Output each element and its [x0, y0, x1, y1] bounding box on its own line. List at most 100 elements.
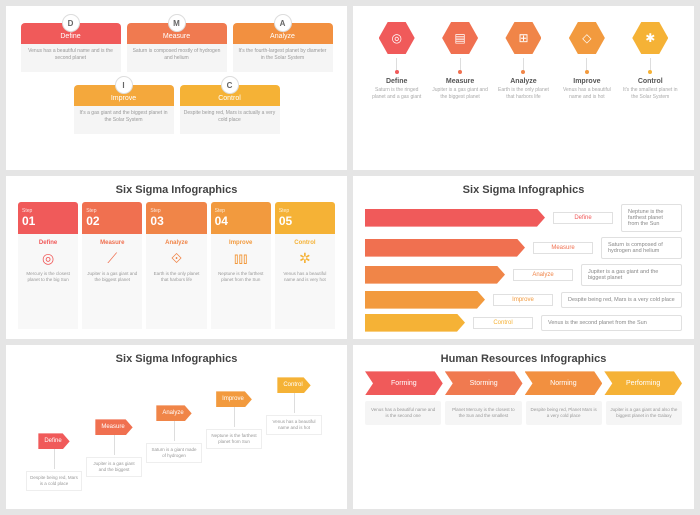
connector-line: [174, 421, 175, 441]
hex-label: Improve: [573, 78, 600, 85]
slide-hr-chevrons: Human Resources Infographics FormingStor…: [353, 345, 694, 509]
step-head: Step 02: [82, 202, 142, 234]
connector-line: [234, 407, 235, 427]
hex-label: Control: [638, 78, 663, 85]
step-name: Improve: [229, 240, 252, 246]
slide-title: Six Sigma Infographics: [365, 184, 682, 196]
hex-label: Analyze: [510, 78, 536, 85]
hr-chevron: Norming: [525, 371, 603, 395]
hexagon-icon: ◇: [569, 22, 605, 54]
arrow-desc: Saturn is composed of hydrogen and heliu…: [601, 237, 682, 259]
step-label: Step: [22, 208, 74, 214]
hr-chevron: Forming: [365, 371, 443, 395]
step-name: Define: [39, 240, 57, 246]
connector-line: [460, 58, 461, 70]
arrow-row: Control Venus is the second planet from …: [365, 314, 682, 332]
slide-step-cards: Six Sigma Infographics Step 01 Define ◎ …: [6, 176, 347, 340]
stair-desc: Venus has a beautiful name and is hot: [266, 415, 322, 435]
connector-line: [114, 435, 115, 455]
stair-step: Analyze Saturn is a giant made of hydrog…: [146, 405, 202, 463]
stair-bar: Control: [277, 377, 310, 393]
hex-item: ◇ Improve Venus has a beautiful name and…: [558, 22, 615, 100]
step-body: Improve ⫾⫾⫾ Neptune is the farthest plan…: [211, 234, 271, 330]
hex-desc: Jupiter is a gas giant and the biggest p…: [432, 87, 489, 100]
arrow-label: Measure: [533, 242, 593, 254]
step-head: Step 04: [211, 202, 271, 234]
stair-desc: Jupiter is a gas giant and the biggest: [86, 457, 142, 477]
step-number: 04: [215, 214, 267, 228]
stair-step: Improve Neptune is the farthest planet f…: [206, 391, 262, 449]
hr-chevron: Storming: [445, 371, 523, 395]
arrow-bar: [365, 314, 465, 332]
arrow-label: Analyze: [513, 269, 573, 281]
arrow-label: Define: [553, 212, 613, 224]
step-card: Step 04 Improve ⫾⫾⫾ Neptune is the farth…: [211, 202, 271, 330]
dmaic-letter: I: [115, 76, 133, 94]
step-card: Step 01 Define ◎ Mercury is the closest …: [18, 202, 78, 330]
step-number: 05: [279, 214, 331, 228]
dmaic-desc: It's the fourth-largest planet by diamet…: [233, 44, 333, 72]
arrow-bar: [365, 239, 525, 257]
dmaic-desc: Despite being red, Mars is actually a ve…: [180, 106, 280, 134]
hexagon-icon: ▤: [442, 22, 478, 54]
step-icon: ◎: [42, 250, 54, 267]
step-body: Analyze ⟐ Earth is the only planet that …: [146, 234, 206, 330]
stair-bar: Define: [38, 433, 69, 449]
hex-item: ▤ Measure Jupiter is a gas giant and the…: [432, 22, 489, 100]
dmaic-desc: Venus has a beautiful name and is the se…: [21, 44, 121, 72]
hex-desc: It's the smallest planet in the Solar Sy…: [622, 87, 679, 100]
hexagon-icon: ✱: [632, 22, 668, 54]
step-name: Analyze: [165, 240, 188, 246]
hexagon-icon: ◎: [379, 22, 415, 54]
step-number: 02: [86, 214, 138, 228]
step-desc: Venus has a beautiful name and is very h…: [279, 271, 331, 283]
arrow-row: Define Neptune is the farthest planet fr…: [365, 204, 682, 232]
hexagon-icon: ⊞: [505, 22, 541, 54]
slide-title: Human Resources Infographics: [365, 353, 682, 365]
slide-title: Six Sigma Infographics: [18, 184, 335, 196]
step-icon: ✲: [299, 250, 311, 267]
dmaic-card: M Measure Saturn is composed mostly of h…: [127, 14, 227, 72]
stair-bar: Analyze: [156, 405, 191, 421]
dmaic-card: C Control Despite being red, Mars is act…: [180, 76, 280, 134]
step-number: 03: [150, 214, 202, 228]
arrow-row: Analyze Jupiter is a gas giant and the b…: [365, 264, 682, 286]
stair-step: Control Venus has a beautiful name and i…: [266, 377, 322, 435]
hex-item: ⊞ Analyze Earth is the only planet that …: [495, 22, 552, 100]
hex-desc: Earth is the only planet that harbors li…: [495, 87, 552, 100]
stair-step: Measure Jupiter is a gas giant and the b…: [86, 419, 142, 477]
connector-dot: [395, 70, 399, 74]
connector-line: [523, 58, 524, 70]
step-label: Step: [279, 208, 331, 214]
step-label: Step: [150, 208, 202, 214]
dmaic-letter: C: [221, 76, 239, 94]
step-desc: Mercury is the closest planet to the big…: [22, 271, 74, 283]
hex-desc: Venus has a beautiful name and is hot: [558, 87, 615, 100]
arrow-bar: [365, 266, 505, 284]
arrow-desc: Neptune is the farthest planet from the …: [621, 204, 682, 232]
connector-line: [396, 58, 397, 70]
step-head: Step 03: [146, 202, 206, 234]
connector-line: [54, 449, 55, 469]
dmaic-desc: Saturn is composed mostly of hydrogen an…: [127, 44, 227, 72]
connector-line: [650, 58, 651, 70]
hex-label: Define: [386, 78, 407, 85]
step-label: Step: [215, 208, 267, 214]
connector-dot: [585, 70, 589, 74]
slide-title: Six Sigma Infographics: [18, 353, 335, 365]
connector-line: [294, 393, 295, 413]
step-icon: ⟐: [171, 250, 182, 267]
connector-dot: [458, 70, 462, 74]
step-name: Measure: [100, 240, 124, 246]
dmaic-letter: M: [168, 14, 186, 32]
step-icon: ⫾⫾⫾: [234, 250, 247, 267]
arrow-label: Improve: [493, 294, 553, 306]
arrow-row: Measure Saturn is composed of hydrogen a…: [365, 237, 682, 259]
step-number: 01: [22, 214, 74, 228]
hex-desc: Saturn is the ringed planet and a gas gi…: [368, 87, 425, 100]
connector-line: [586, 58, 587, 70]
step-card: Step 02 Measure ⟋ Jupiter is a gas giant…: [82, 202, 142, 330]
dmaic-card: A Analyze It's the fourth-largest planet…: [233, 14, 333, 72]
step-body: Measure ⟋ Jupiter is a gas giant and the…: [82, 234, 142, 330]
hr-desc-box: Planet Mercury is the closest to the Sun…: [445, 401, 521, 425]
